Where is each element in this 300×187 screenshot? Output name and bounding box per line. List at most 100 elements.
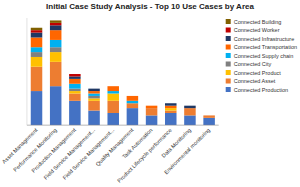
bar-segment bbox=[50, 25, 62, 30]
bar-segment bbox=[184, 105, 196, 106]
bar-segment bbox=[127, 95, 139, 96]
bar-segment bbox=[107, 86, 119, 87]
bar-segment bbox=[165, 108, 177, 110]
bar-segment bbox=[88, 101, 100, 111]
bar-segment bbox=[203, 115, 215, 116]
bar-segment bbox=[50, 47, 62, 52]
bar-segment bbox=[69, 91, 81, 93]
legend-label: Connected Transportation bbox=[234, 44, 297, 50]
legend-swatch bbox=[226, 36, 231, 41]
bar-segment bbox=[69, 74, 81, 76]
bar-segment bbox=[31, 47, 43, 52]
bar-segment bbox=[203, 115, 215, 116]
bar-segment bbox=[107, 86, 119, 87]
bar-segment bbox=[203, 115, 215, 116]
legend-swatch bbox=[226, 62, 231, 67]
bar-segment bbox=[107, 94, 119, 101]
bar-segment bbox=[88, 89, 100, 91]
legend-swatch bbox=[226, 87, 231, 92]
chart: Initial Case Study Analysis - Top 10 Use… bbox=[0, 0, 300, 187]
series bbox=[31, 86, 215, 125]
legend-swatch bbox=[226, 45, 231, 50]
legend-swatch bbox=[226, 19, 231, 24]
legend-label: Connected Supply chain bbox=[234, 53, 294, 59]
bar-segment bbox=[146, 105, 158, 106]
legend-label: Connected Worker bbox=[234, 27, 280, 33]
bar-segment bbox=[203, 115, 215, 116]
bar-segment bbox=[184, 108, 196, 115]
bar-segment bbox=[50, 23, 62, 25]
bar-segment bbox=[31, 52, 43, 57]
bar-segment bbox=[88, 98, 100, 100]
bar-segment bbox=[88, 88, 100, 89]
legend-label: Connected Product bbox=[234, 70, 282, 76]
bar-segment bbox=[203, 115, 215, 116]
bar-segment bbox=[31, 33, 43, 38]
bar-segment bbox=[184, 105, 196, 106]
bar-segment bbox=[50, 40, 62, 47]
series bbox=[31, 40, 138, 103]
bar-segment bbox=[50, 62, 62, 86]
series bbox=[31, 62, 215, 118]
y-axis-line bbox=[26, 18, 27, 125]
bar-segment bbox=[184, 106, 196, 108]
bar-segment bbox=[107, 113, 119, 125]
bar-segment bbox=[203, 118, 215, 125]
bar-segment bbox=[31, 37, 43, 47]
x-tick-labels: Asset ManagementPerformance MonitoringPr… bbox=[1, 127, 211, 184]
series bbox=[31, 30, 177, 108]
bar-segment bbox=[165, 111, 177, 113]
bar-segment bbox=[107, 86, 119, 87]
bar-segment bbox=[50, 86, 62, 125]
bar-segment bbox=[107, 86, 119, 91]
bar-segment bbox=[146, 105, 158, 106]
bar-segment bbox=[88, 91, 100, 93]
bar-segment bbox=[184, 115, 196, 125]
bar-segment bbox=[31, 91, 43, 125]
bar-segment bbox=[107, 101, 119, 113]
series bbox=[31, 20, 62, 30]
bar-segment bbox=[31, 57, 43, 67]
bar-segment bbox=[165, 103, 177, 105]
bar-segment bbox=[165, 103, 177, 104]
bar-segment bbox=[31, 67, 43, 91]
bars bbox=[31, 20, 215, 125]
legend-label: Connected Asset bbox=[234, 78, 276, 84]
legend-label: Connected Building bbox=[234, 19, 282, 25]
legend-label: Connected Production bbox=[234, 87, 288, 93]
bar-segment bbox=[69, 74, 81, 75]
bar-segment bbox=[146, 106, 158, 108]
bar-segment bbox=[69, 89, 81, 91]
x-axis-line bbox=[27, 125, 219, 126]
bar-segment bbox=[146, 115, 158, 125]
x-tick-label: Asset Management bbox=[1, 127, 39, 165]
series bbox=[31, 47, 100, 98]
bar-segment bbox=[31, 28, 43, 30]
bar-segment bbox=[88, 88, 100, 89]
title: Initial Case Study Analysis - Top 10 Use… bbox=[46, 2, 254, 11]
legend-swatch bbox=[226, 53, 231, 58]
bar-segment bbox=[69, 101, 81, 125]
bar-segment bbox=[88, 111, 100, 126]
legend: Connected Building Connected Worker Connec… bbox=[226, 19, 297, 93]
bar-segment bbox=[146, 108, 158, 115]
bar-segment bbox=[69, 94, 81, 101]
bar-segment bbox=[69, 76, 81, 78]
series bbox=[31, 25, 196, 108]
bar-segment bbox=[127, 95, 139, 96]
bar-segment bbox=[69, 79, 81, 84]
x-tick-label: Environmental monitoring bbox=[163, 127, 211, 175]
bar-segment bbox=[127, 101, 139, 103]
bar-segment bbox=[88, 96, 100, 98]
legend-swatch bbox=[226, 79, 231, 84]
legend-swatch bbox=[226, 28, 231, 33]
bar-segment bbox=[146, 105, 158, 106]
bar-segment bbox=[50, 30, 62, 40]
bar-segment bbox=[50, 52, 62, 62]
bar-segment bbox=[69, 84, 81, 89]
legend-label: Connected Infrastructure bbox=[234, 36, 295, 42]
legend-label: Connected City bbox=[234, 61, 272, 67]
bar-segment bbox=[203, 115, 215, 116]
bar-segment bbox=[165, 103, 177, 104]
series bbox=[31, 23, 81, 77]
